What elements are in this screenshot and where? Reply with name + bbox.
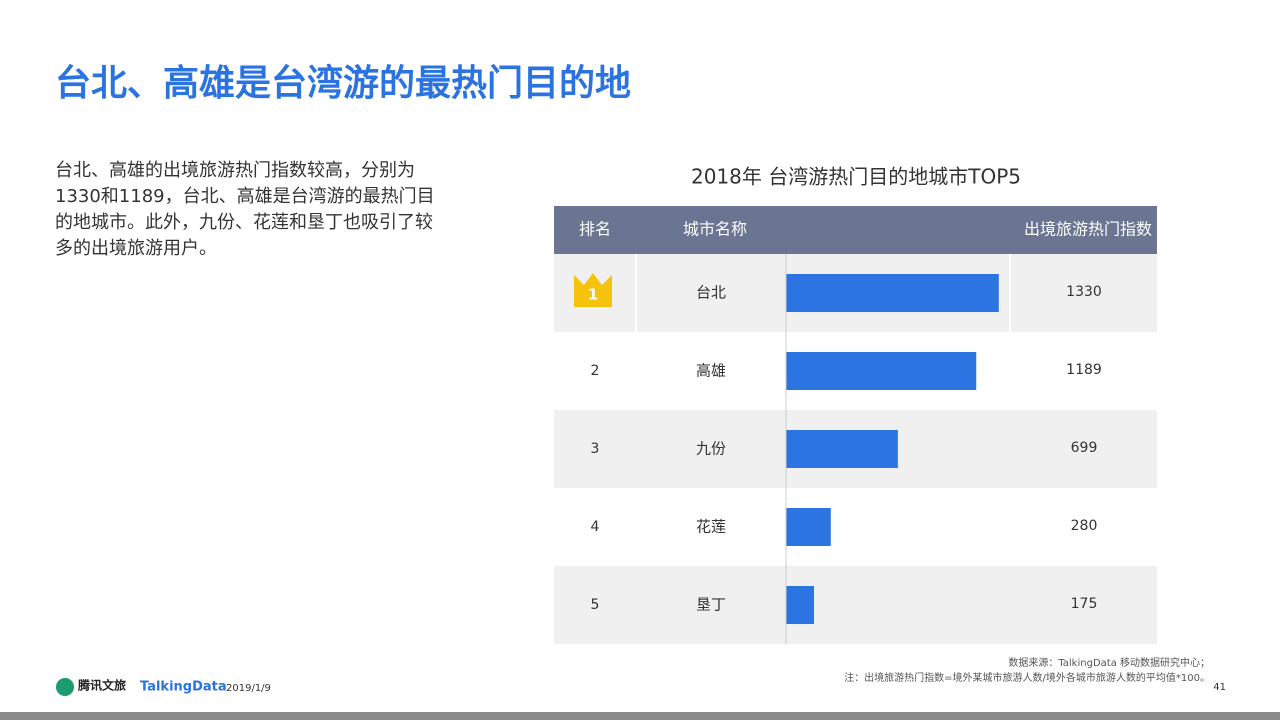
slide-title: 台北、高雄是台湾游的最热门目的地 (55, 63, 632, 104)
value-label: 175 (1071, 596, 1098, 612)
page-number: 41 (1213, 682, 1226, 693)
bar (786, 586, 814, 624)
column-header: 城市名称 (683, 220, 747, 239)
rank: 2 (591, 363, 600, 379)
logo-text: TalkingData (140, 680, 227, 695)
source: 数据来源：TalkingData 移动数据研究中心； (1008, 656, 1210, 669)
bar (786, 430, 898, 468)
column-header: 出境旅游热门指数 (1024, 220, 1152, 239)
table-title: 2018年 台湾游热门目的地城市TOP5 (691, 165, 1021, 189)
city-name: 垦丁 (696, 596, 726, 614)
value-label: 699 (1071, 440, 1098, 456)
logo-icon (56, 678, 74, 696)
crown-icon (574, 273, 612, 307)
bottom-bar (0, 712, 1280, 720)
logo-text: 腾讯文旅 (77, 678, 126, 693)
city-name: 高雄 (696, 362, 726, 380)
table-row (554, 566, 1157, 644)
city-name: 九份 (696, 440, 726, 458)
rank: 5 (591, 597, 600, 613)
body-text: 台北、高雄的出境旅游热门指数较高，分别为1330和1189，台北、高雄是台湾游的… (55, 160, 435, 259)
rank: 4 (591, 519, 600, 535)
value-label: 1189 (1066, 362, 1102, 378)
bar (786, 274, 999, 312)
value-label: 1330 (1066, 284, 1102, 300)
bar (786, 352, 977, 390)
bar (786, 508, 831, 546)
rank: 3 (591, 441, 600, 457)
header-row (554, 206, 1157, 254)
value-label: 280 (1071, 518, 1098, 534)
rank: 1 (588, 286, 598, 304)
column-header: 排名 (579, 220, 611, 239)
city-name: 花莲 (696, 518, 726, 536)
date: 2019/1/9 (226, 683, 271, 694)
note: 注：出境旅游热门指数=境外某城市旅游人数/境外各城市旅游人数的平均值*100。 (844, 671, 1210, 684)
city-name: 台北 (696, 284, 726, 302)
table-row (554, 488, 1157, 566)
